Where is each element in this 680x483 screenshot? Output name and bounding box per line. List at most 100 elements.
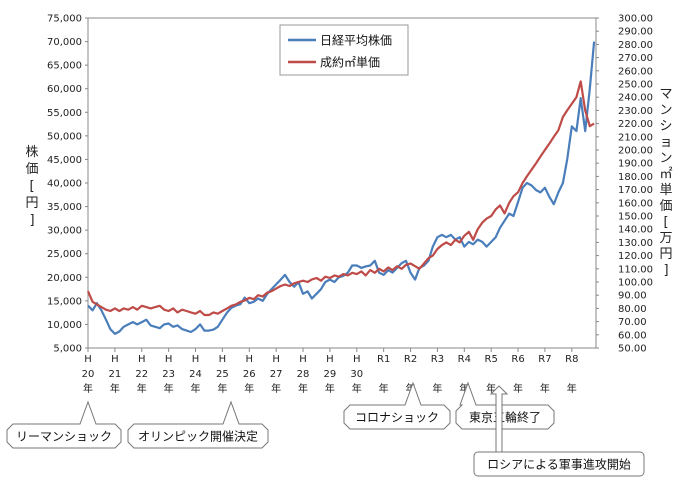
right-tick-label: 140.00 (618, 225, 653, 236)
x-tick-era: H (272, 354, 280, 365)
x-tick-unit: 年 (459, 382, 469, 395)
x-tick-era: H (138, 354, 146, 365)
right-tick-label: 230.00 (618, 106, 653, 117)
right-tick-label: 50.00 (618, 344, 647, 355)
right-axis-label-char: 円 (659, 247, 672, 262)
left-axis-label-char: 価 (25, 162, 38, 177)
left-axis-label-char: 株 (25, 145, 38, 160)
right-axis-label-char: 価 (659, 199, 672, 214)
right-tick-label: 180.00 (618, 172, 653, 183)
right-tick-label: 280.00 (618, 40, 653, 51)
annotations: リーマンショック オリンピック開催決定 コロナショック 東京五輪終了ロシアによる軍事進… (6, 381, 645, 477)
x-tick-unit: 年 (298, 382, 308, 395)
right-tick-label: 80.00 (618, 304, 647, 315)
x-tick-unit: 年 (244, 382, 254, 395)
x-tick-unit: 年 (432, 382, 442, 395)
x-tick-unit: 年 (567, 382, 577, 395)
callout-arrow (489, 385, 509, 453)
right-tick-label: 250.00 (618, 80, 653, 91)
left-axis-label-char: [ (29, 179, 34, 194)
right-tick-label: 260.00 (618, 66, 653, 77)
x-tick-unit: 年 (540, 382, 550, 395)
right-axis-label-char: ] (663, 263, 668, 278)
x-tick-unit: 年 (379, 382, 389, 395)
callout-label: リーマンショック (16, 430, 112, 444)
right-tick-label: 210.00 (618, 132, 653, 143)
callout-label: 東京五輪終了 (469, 410, 541, 425)
callout-label: オリンピック開催決定 (138, 429, 258, 444)
right-tick-label: 70.00 (618, 317, 647, 328)
left-tick-label: 25,000 (47, 249, 82, 260)
x-tick-unit: 年 (137, 382, 147, 395)
legend-label: 成約㎡単価 (320, 55, 380, 70)
x-tick-number: 27 (270, 369, 283, 380)
right-axis-label-char: ン (659, 103, 672, 118)
right-tick-label: 220.00 (618, 119, 653, 130)
callout-box (343, 381, 451, 430)
x-tick-unit: 年 (325, 382, 335, 395)
right-tick-label: 60.00 (618, 330, 647, 341)
right-axis-label-char: [ (663, 215, 668, 230)
left-axis-ticks: 5,000 10,000 15,000 20,000 25,000 30,000 35,00… (47, 14, 88, 355)
x-tick-number: 24 (189, 369, 202, 380)
x-tick-era: R7 (538, 354, 551, 365)
x-tick-number: 23 (162, 369, 175, 380)
series-line-condo-price (86, 80, 595, 317)
left-axis-label-char: 円 (25, 196, 38, 211)
right-axis-label-char: ン (659, 151, 672, 166)
x-tick-unit: 年 (83, 382, 93, 395)
x-tick-era: R8 (565, 354, 578, 365)
callout-box (455, 381, 555, 430)
x-tick-number: 26 (243, 369, 256, 380)
left-tick-label: 35,000 (47, 202, 82, 213)
x-tick-unit: 年 (513, 382, 523, 395)
left-tick-label: 55,000 (47, 108, 82, 119)
x-tick-number: 28 (297, 369, 310, 380)
left-tick-label: 10,000 (47, 320, 82, 331)
right-axis-ticks: 50.00 60.00 70.00 80.00 90.00 100.00 110.00 120… (596, 14, 653, 355)
x-tick-number: 22 (135, 369, 148, 380)
right-axis-label-char: ㎡ (659, 167, 672, 182)
right-tick-label: 90.00 (618, 291, 647, 302)
x-tick-number: 21 (109, 369, 122, 380)
x-tick-era: H (353, 354, 361, 365)
x-tick-era: H (246, 354, 254, 365)
right-axis-label-char: シ (659, 119, 672, 134)
x-tick-era: R6 (511, 354, 524, 365)
left-tick-label: 60,000 (47, 84, 82, 95)
right-tick-label: 110.00 (618, 264, 653, 275)
x-tick-unit: 年 (110, 382, 120, 395)
right-axis-label-char: マ (659, 87, 672, 102)
left-axis-label: 株価 [円] (25, 145, 38, 228)
left-tick-label: 40,000 (47, 179, 82, 190)
right-tick-label: 290.00 (618, 27, 653, 38)
x-tick-number: 29 (324, 369, 337, 380)
x-tick-era: H (219, 354, 227, 365)
right-tick-label: 240.00 (618, 93, 653, 104)
right-axis-label-char: ョ (659, 135, 672, 150)
right-tick-label: 300.00 (618, 14, 653, 25)
x-tick-unit: 年 (352, 382, 362, 395)
x-tick-number: 30 (350, 369, 363, 380)
right-tick-label: 100.00 (618, 278, 653, 289)
x-tick-unit: 年 (486, 382, 496, 395)
left-tick-label: 70,000 (47, 37, 82, 48)
legend-label: 日経平均株価 (320, 33, 392, 48)
series-lines (86, 41, 596, 335)
x-tick-unit: 年 (271, 382, 281, 395)
x-tick-era: R1 (377, 354, 390, 365)
left-tick-label: 30,000 (47, 226, 82, 237)
x-tick-unit: 年 (217, 382, 227, 395)
callout-box (473, 451, 645, 477)
right-tick-label: 170.00 (618, 185, 653, 196)
right-tick-label: 130.00 (618, 238, 653, 249)
right-tick-label: 150.00 (618, 212, 653, 223)
x-tick-unit: 年 (191, 382, 201, 395)
x-tick-era: H (84, 354, 92, 365)
left-tick-label: 20,000 (47, 273, 82, 284)
left-tick-label: 45,000 (47, 155, 82, 166)
right-tick-label: 160.00 (618, 198, 653, 209)
x-tick-era: H (111, 354, 119, 365)
